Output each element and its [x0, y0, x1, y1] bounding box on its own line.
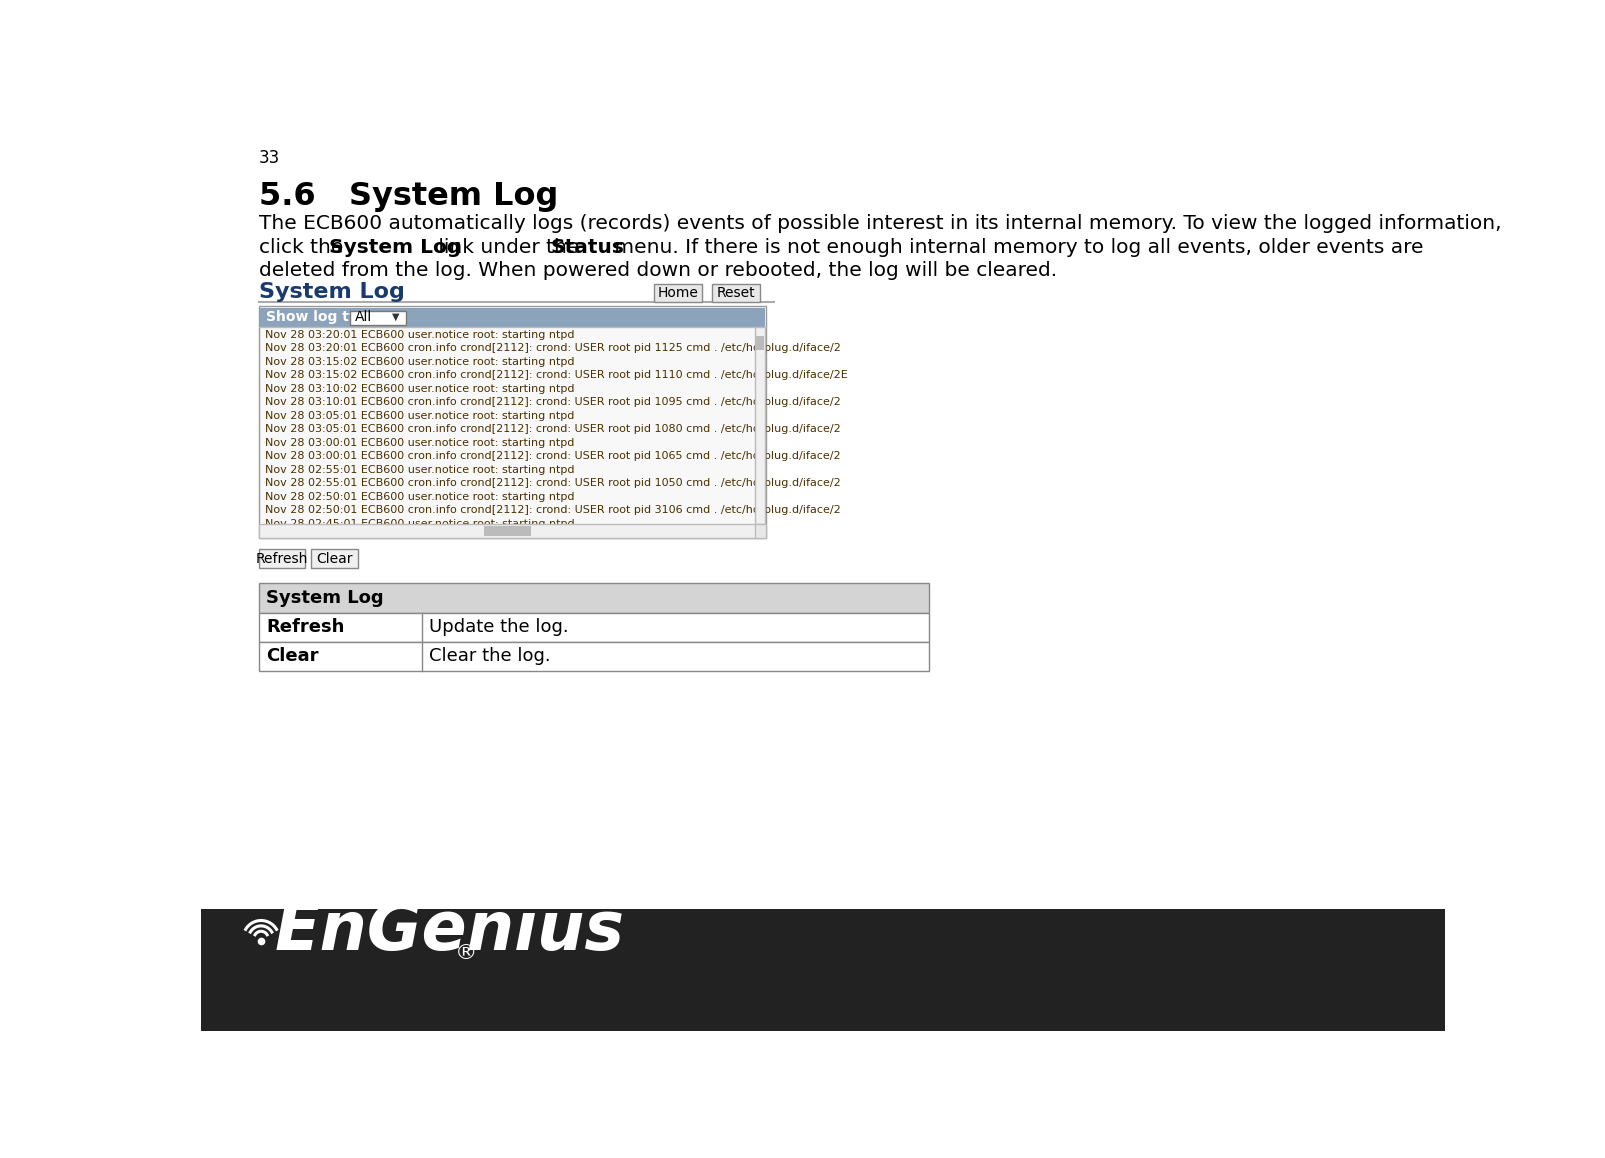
Text: System Log: System Log — [266, 589, 384, 607]
Text: Status: Status — [551, 237, 624, 257]
FancyBboxPatch shape — [713, 284, 761, 302]
Text: EnGenius: EnGenius — [274, 899, 624, 965]
Bar — [754, 327, 766, 523]
Text: Nov 28 03:15:02 ECB600 user.notice root: starting ntpd: Nov 28 03:15:02 ECB600 user.notice root:… — [265, 357, 575, 367]
Text: ▼: ▼ — [392, 313, 400, 322]
Text: All: All — [355, 310, 372, 324]
Text: Refresh: Refresh — [255, 551, 308, 565]
Text: Clear: Clear — [316, 551, 353, 565]
Bar — [258, 306, 766, 537]
Bar — [485, 526, 531, 536]
FancyBboxPatch shape — [311, 549, 358, 567]
Text: Nov 28 02:50:01 ECB600 user.notice root: starting ntpd: Nov 28 02:50:01 ECB600 user.notice root:… — [265, 492, 575, 501]
Bar — [260, 308, 766, 327]
Bar — [258, 642, 929, 670]
Bar — [754, 523, 766, 537]
Bar — [350, 310, 406, 324]
Bar — [258, 613, 929, 642]
Text: 5.6   System Log: 5.6 System Log — [258, 182, 559, 212]
Text: Clear the log.: Clear the log. — [429, 647, 551, 666]
Text: Nov 28 02:50:01 ECB600 cron.info crond[2112]: crond: USER root pid 3106 cmd . /e: Nov 28 02:50:01 ECB600 cron.info crond[2… — [265, 505, 841, 515]
Text: Nov 28 03:00:01 ECB600 user.notice root: starting ntpd: Nov 28 03:00:01 ECB600 user.notice root:… — [265, 438, 575, 448]
Text: Nov 28 03:05:01 ECB600 user.notice root: starting ntpd: Nov 28 03:05:01 ECB600 user.notice root:… — [265, 411, 575, 420]
Bar — [201, 909, 1444, 1031]
Text: Reset: Reset — [717, 286, 756, 300]
Bar — [258, 584, 929, 613]
Text: Nov 28 03:05:01 ECB600 cron.info crond[2112]: crond: USER root pid 1080 cmd . /e: Nov 28 03:05:01 ECB600 cron.info crond[2… — [265, 424, 841, 434]
Text: 33: 33 — [258, 149, 279, 167]
Text: Nov 28 03:10:02 ECB600 user.notice root: starting ntpd: Nov 28 03:10:02 ECB600 user.notice root:… — [265, 383, 575, 394]
Text: Nov 28 02:55:01 ECB600 cron.info crond[2112]: crond: USER root pid 1050 cmd . /e: Nov 28 02:55:01 ECB600 cron.info crond[2… — [265, 478, 841, 489]
Text: Refresh: Refresh — [266, 618, 345, 636]
Text: System Log: System Log — [329, 237, 461, 257]
FancyBboxPatch shape — [653, 284, 701, 302]
Text: Nov 28 03:10:01 ECB600 cron.info crond[2112]: crond: USER root pid 1095 cmd . /e: Nov 28 03:10:01 ECB600 cron.info crond[2… — [265, 397, 841, 408]
Text: deleted from the log. When powered down or rebooted, the log will be cleared.: deleted from the log. When powered down … — [258, 261, 1056, 279]
Text: The ECB600 automatically logs (records) events of possible interest in its inter: The ECB600 automatically logs (records) … — [258, 214, 1501, 234]
Text: click the: click the — [258, 237, 350, 257]
Bar — [756, 336, 764, 350]
Text: menu. If there is not enough internal memory to log all events, older events are: menu. If there is not enough internal me… — [608, 237, 1424, 257]
Text: Home: Home — [658, 286, 698, 300]
Text: Nov 28 02:45:01 ECB600 user.notice root: starting ntpd: Nov 28 02:45:01 ECB600 user.notice root:… — [265, 519, 575, 528]
Text: ®: ® — [454, 943, 477, 962]
Text: link under the: link under the — [432, 237, 586, 257]
Text: Nov 28 03:15:02 ECB600 cron.info crond[2112]: crond: USER root pid 1110 cmd . /e: Nov 28 03:15:02 ECB600 cron.info crond[2… — [265, 371, 847, 380]
Text: Nov 28 03:20:01 ECB600 cron.info crond[2112]: crond: USER root pid 1125 cmd . /e: Nov 28 03:20:01 ECB600 cron.info crond[2… — [265, 344, 841, 353]
Bar — [258, 523, 756, 537]
Text: Update the log.: Update the log. — [429, 618, 568, 636]
FancyBboxPatch shape — [258, 549, 305, 567]
Text: Nov 28 03:20:01 ECB600 user.notice root: starting ntpd: Nov 28 03:20:01 ECB600 user.notice root:… — [265, 330, 575, 340]
Text: Clear: Clear — [266, 647, 319, 666]
Text: Nov 28 03:00:01 ECB600 cron.info crond[2112]: crond: USER root pid 1065 cmd . /e: Nov 28 03:00:01 ECB600 cron.info crond[2… — [265, 452, 841, 461]
Text: System Log: System Log — [258, 283, 404, 302]
Text: Show log type: Show log type — [266, 310, 377, 324]
Text: Nov 28 02:55:01 ECB600 user.notice root: starting ntpd: Nov 28 02:55:01 ECB600 user.notice root:… — [265, 464, 575, 475]
